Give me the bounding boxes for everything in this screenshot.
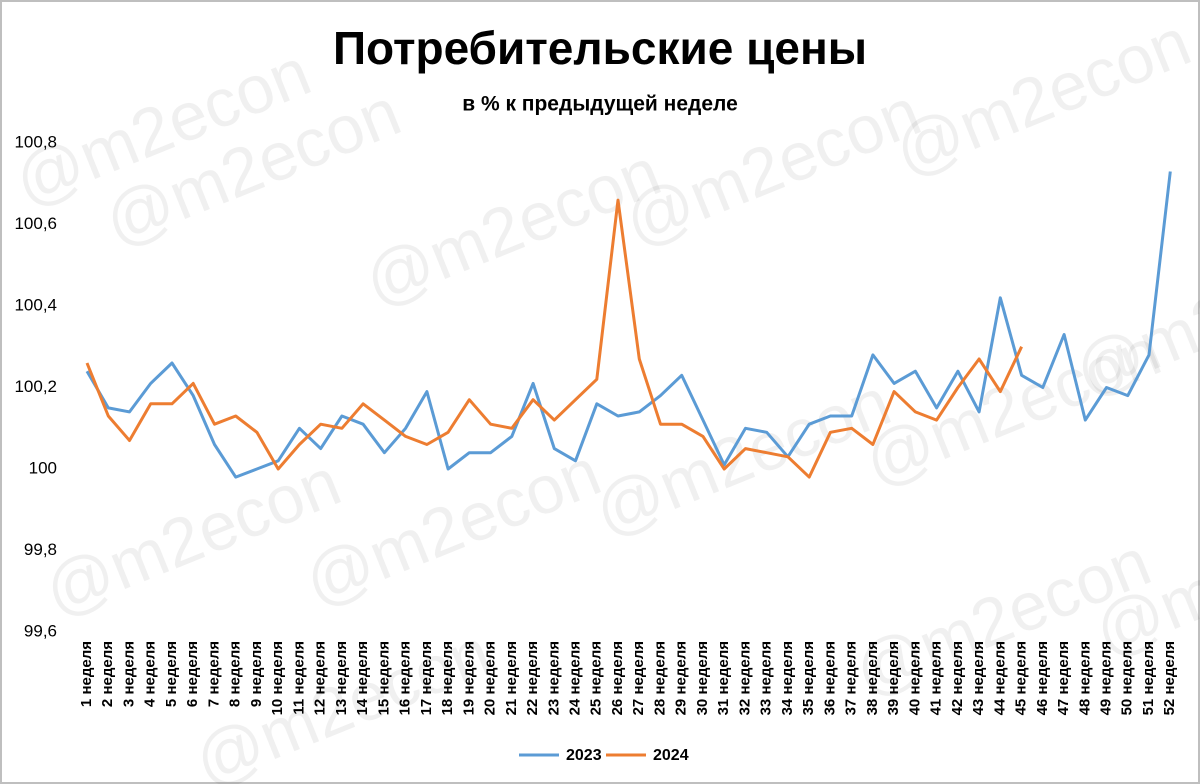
x-tick-label: 24 неделя (567, 641, 584, 715)
x-tick-label: 31 неделя (715, 641, 732, 715)
x-tick-label: 6 неделя (184, 641, 201, 707)
x-tick-label: 11 неделя (290, 641, 307, 715)
y-tick-label: 100,8 (14, 132, 57, 151)
x-tick-label: 42 неделя (949, 641, 966, 715)
y-tick-label: 100 (29, 458, 57, 477)
x-tick-label: 39 неделя (885, 641, 902, 715)
x-tick-label: 43 неделя (970, 641, 987, 715)
x-tick-label: 25 неделя (588, 641, 605, 715)
series-line (85, 171, 1172, 479)
x-tick-label: 36 неделя (821, 641, 838, 715)
y-tick-label: 100,2 (14, 377, 57, 396)
x-tick-label: 32 неделя (736, 641, 753, 715)
y-tick-label: 100,4 (14, 295, 57, 314)
x-tick-label: 14 неделя (354, 641, 371, 715)
chart-title: Потребительские цены (333, 22, 867, 74)
x-tick-label: 13 неделя (333, 641, 350, 715)
x-tick-label: 46 неделя (1034, 641, 1051, 715)
x-tick-label: 51 неделя (1140, 641, 1157, 715)
x-tick-label: 27 неделя (630, 641, 647, 715)
x-tick-label: 19 неделя (460, 641, 477, 715)
x-tick-label: 21 неделя (503, 641, 520, 715)
x-tick-label: 20 неделя (482, 641, 499, 715)
x-tick-label: 5 неделя (163, 641, 180, 707)
x-tick-label: 9 неделя (248, 641, 265, 707)
x-tick-label: 40 неделя (906, 641, 923, 715)
x-tick-label: 29 неделя (673, 641, 690, 715)
x-tick-label: 12 неделя (312, 641, 329, 715)
x-tick-label: 10 неделя (269, 641, 286, 715)
x-tick-label: 22 неделя (524, 641, 541, 715)
x-tick-label: 8 неделя (227, 641, 244, 707)
x-tick-label: 26 неделя (609, 641, 626, 715)
x-tick-label: 7 неделя (205, 641, 222, 707)
x-tick-label: 4 неделя (142, 641, 159, 707)
x-tick-label: 15 неделя (375, 641, 392, 715)
x-tick-label: 41 неделя (928, 641, 945, 715)
y-tick-label: 100,6 (14, 214, 57, 233)
x-tick-label: 3 неделя (120, 641, 137, 707)
x-tick-label: 52 неделя (1161, 641, 1178, 715)
x-tick-label: 44 неделя (991, 641, 1008, 715)
x-tick-label: 45 неделя (1013, 641, 1030, 715)
x-tick-label: 38 неделя (864, 641, 881, 715)
x-tick-label: 28 неделя (651, 641, 668, 715)
x-tick-label: 49 неделя (1098, 641, 1115, 715)
legend-label: 2023 (566, 747, 602, 764)
x-tick-label: 30 неделя (694, 641, 711, 715)
series-line (85, 198, 1023, 479)
x-tick-label: 17 неделя (418, 641, 435, 715)
x-tick-label: 33 неделя (758, 641, 775, 715)
x-tick-label: 35 неделя (800, 641, 817, 715)
x-tick-label: 2 неделя (99, 641, 116, 707)
x-tick-label: 50 неделя (1119, 641, 1136, 715)
x-tick-label: 34 неделя (779, 641, 796, 715)
y-tick-label: 99,6 (24, 621, 57, 640)
chart-subtitle: в % к предыдущей неделе (462, 93, 738, 116)
legend-label: 2024 (653, 747, 689, 764)
x-tick-label: 37 неделя (843, 641, 860, 715)
x-tick-label: 47 неделя (1055, 641, 1072, 715)
x-tick-label: 16 неделя (397, 641, 414, 715)
x-tick-label: 48 неделя (1076, 641, 1093, 715)
x-tick-label: 18 неделя (439, 641, 456, 715)
y-tick-label: 99,8 (24, 540, 57, 559)
x-tick-label: 23 неделя (545, 641, 562, 715)
x-tick-label: 1 неделя (78, 641, 95, 707)
